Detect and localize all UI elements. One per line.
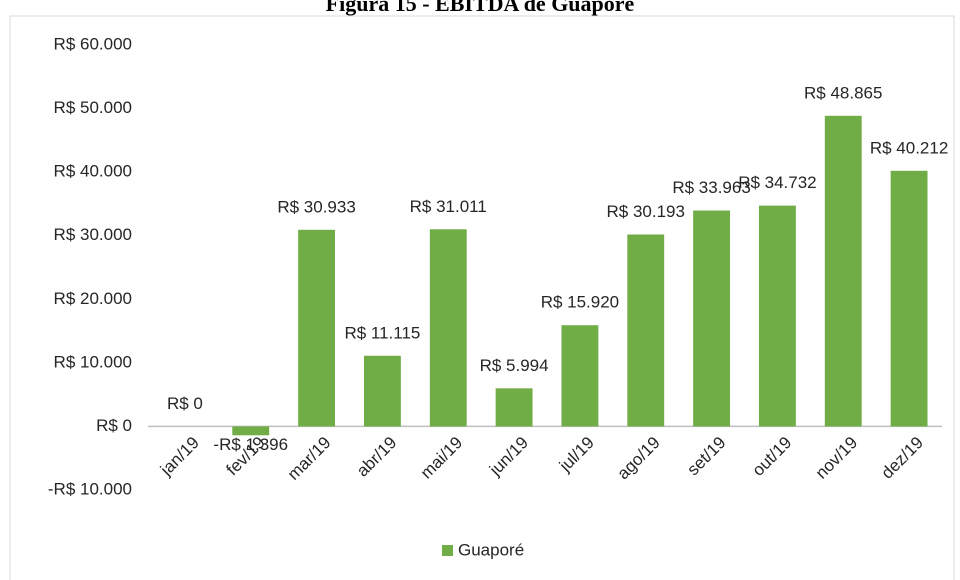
bar [693, 210, 731, 427]
x-tick-label: dez/19 [878, 433, 928, 483]
bar [627, 234, 665, 427]
data-label: R$ 40.212 [870, 138, 948, 157]
legend-label: Guaporé [458, 540, 524, 559]
data-label: R$ 11.115 [344, 323, 420, 342]
y-tick-label: R$ 50.000 [54, 98, 132, 117]
bar [298, 229, 336, 427]
x-tick-label: mar/19 [284, 433, 335, 484]
bar [824, 115, 862, 427]
x-tick-label: jul/19 [555, 433, 598, 476]
bar [890, 170, 928, 427]
legend-swatch [442, 545, 453, 556]
bar [758, 205, 796, 427]
y-tick-label: R$ 30.000 [54, 225, 132, 244]
x-tick-label: jun/19 [485, 433, 532, 480]
data-label: R$ 30.193 [607, 202, 685, 221]
data-label: R$ 15.920 [541, 293, 619, 312]
data-label: R$ 5.994 [480, 356, 549, 375]
bar [561, 325, 599, 427]
y-tick-label: R$ 40.000 [54, 162, 132, 181]
x-tick-label: out/19 [749, 433, 796, 480]
bar [429, 229, 467, 427]
x-tick-label: mai/19 [417, 433, 467, 483]
y-tick-label: R$ 10.000 [54, 352, 132, 371]
y-tick-label: R$ 20.000 [54, 289, 132, 308]
data-label: R$ 34.732 [738, 173, 816, 192]
chart-frame [9, 15, 955, 580]
bar [232, 426, 270, 436]
data-label: -R$ 1.396 [213, 435, 288, 454]
bar [363, 355, 401, 427]
bar [495, 388, 533, 427]
chart-title: Figura 15 - EBITDA de Guaporé [326, 0, 635, 16]
x-tick-label: ago/19 [614, 433, 664, 483]
data-label: R$ 30.933 [277, 197, 355, 216]
x-tick-label: abr/19 [353, 433, 401, 481]
data-label: R$ 0 [167, 394, 203, 413]
x-tick-label: jan/19 [156, 433, 203, 480]
data-label: R$ 31.011 [410, 197, 487, 216]
data-label: R$ 33.963 [672, 178, 750, 197]
x-tick-label: set/19 [683, 433, 729, 479]
x-tick-label: nov/19 [812, 433, 862, 483]
y-tick-label: R$ 0 [96, 416, 132, 435]
data-label: R$ 48.865 [804, 83, 882, 102]
y-tick-label: R$ 60.000 [54, 34, 132, 53]
y-tick-label: -R$ 10.000 [48, 479, 132, 498]
